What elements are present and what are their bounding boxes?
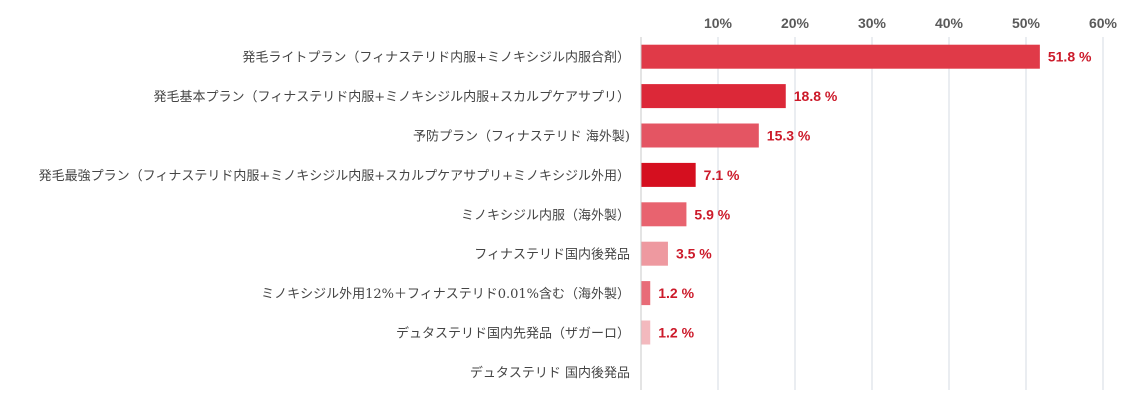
category-label: 発毛基本プラン（フィナステリド内服+ミノキシジル内服+スカルプケアサプリ）: [153, 89, 630, 105]
category-label: フィナステリド国内後発品: [474, 247, 630, 263]
category-label: ミノキシジル内服（海外製）: [461, 207, 630, 223]
bar: [641, 202, 687, 227]
category-label: 発毛最強プラン（フィナステリド内服+ミノキシジル内服+スカルプケアサプリ+ミノキ…: [39, 168, 630, 184]
x-tick-label: 40%: [935, 15, 964, 31]
bar: [641, 241, 668, 266]
category-label: 予防プラン（フィナステリド 海外製): [413, 129, 630, 145]
value-label: 51.8 %: [1048, 49, 1092, 65]
category-label: 発毛ライトプラン（フィナステリド内服+ミノキシジル内服合剤）: [242, 50, 630, 66]
x-tick-label: 20%: [781, 15, 810, 31]
bar: [641, 320, 651, 345]
bar: [641, 162, 696, 187]
value-label: 1.2 %: [658, 285, 694, 301]
category-label: デュタステリド国内先発品（ザガーロ）: [396, 326, 630, 342]
grid-lines: [717, 37, 1104, 390]
value-label: 3.5 %: [676, 246, 712, 262]
category-labels: 発毛ライトプラン（フィナステリド内服+ミノキシジル内服合剤） 発毛基本プラン（フィ…: [39, 50, 630, 381]
value-label: 7.1 %: [704, 167, 740, 183]
x-tick-label: 50%: [1012, 15, 1041, 31]
x-tick-label: 30%: [858, 15, 887, 31]
value-label: 1.2 %: [658, 325, 694, 341]
bar: [641, 84, 786, 109]
category-label: デュタステリド 国内後発品: [470, 365, 630, 381]
x-tick-label: 60%: [1089, 15, 1118, 31]
value-label: 18.8 %: [794, 88, 838, 104]
bar: [641, 123, 759, 148]
bars: [641, 44, 1040, 345]
x-tick-label: 10%: [704, 15, 733, 31]
value-labels: 51.8 % 18.8 % 15.3 % 7.1 % 5.9 % 3.5 % 1.2 % 1.…: [658, 49, 1092, 341]
category-label: ミノキシジル外用12%＋フィナステリド0.01%含む（海外製）: [261, 286, 630, 302]
value-label: 15.3 %: [767, 128, 811, 144]
value-label: 5.9 %: [694, 206, 730, 222]
bar: [641, 281, 651, 306]
x-axis-ticks: 10% 20% 30% 40% 50% 60%: [704, 15, 1118, 31]
bar: [641, 44, 1040, 69]
